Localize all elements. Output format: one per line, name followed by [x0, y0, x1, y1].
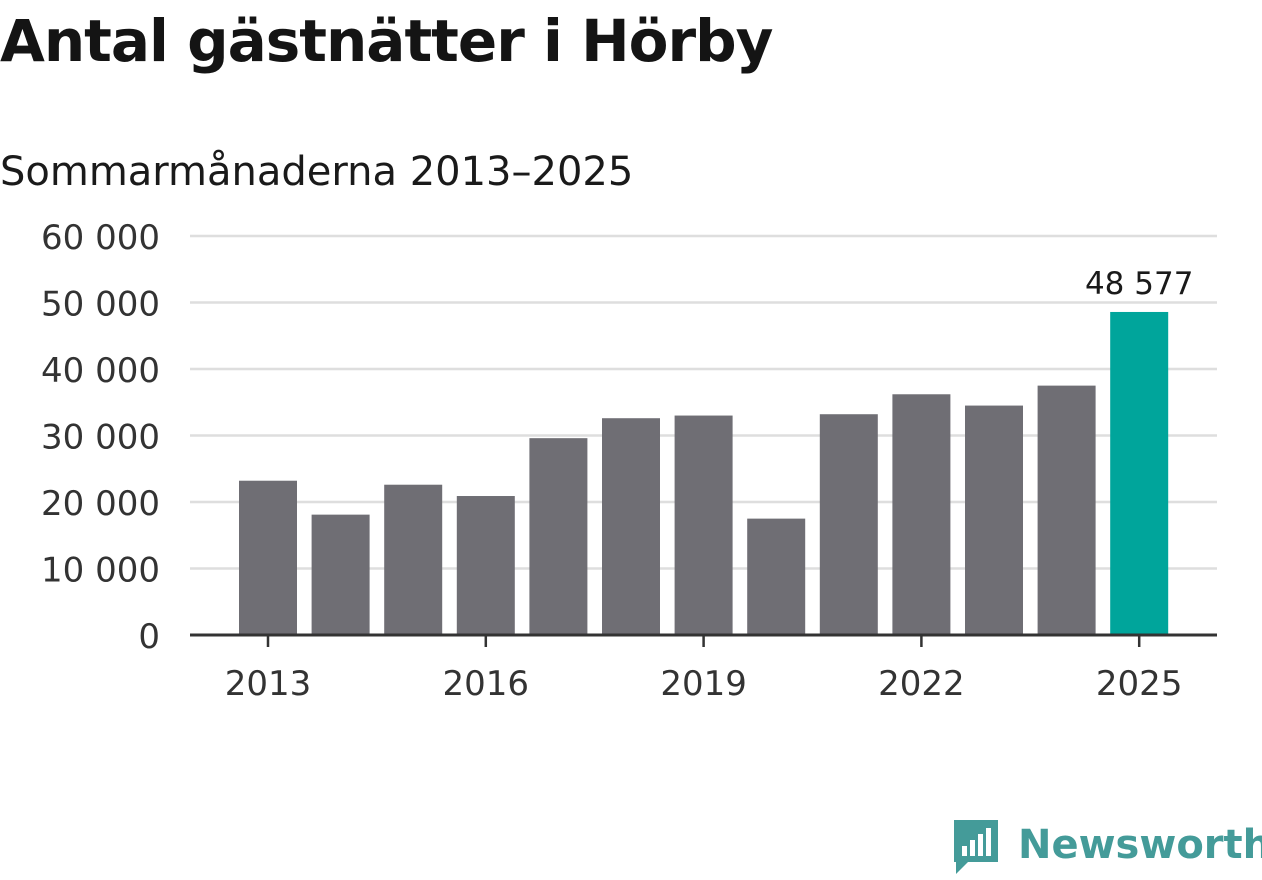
bar — [239, 480, 297, 635]
bar — [965, 405, 1023, 635]
value-labels: 48 577 — [1085, 266, 1193, 302]
y-tick-label: 30 000 — [41, 418, 160, 458]
y-tick-label: 10 000 — [41, 551, 160, 591]
x-tick-label: 2022 — [878, 664, 965, 704]
x-axis — [190, 633, 1217, 647]
x-axis-tick-labels: 2013 2016 2019 2022 2025 — [225, 664, 1183, 704]
chart-title: Antal gästnätter i Hörby — [0, 7, 773, 75]
newsworthy-logo-text: Newsworthy — [1018, 822, 1262, 868]
newsworthy-logo: Newsworthy — [950, 818, 1262, 878]
newsworthy-logo-icon — [954, 820, 998, 874]
bar — [529, 438, 588, 635]
chart-subtitle: Sommarmånaderna 2013–2025 — [0, 149, 634, 195]
y-tick-label: 40 000 — [41, 351, 160, 391]
x-tick-label: 2025 — [1096, 664, 1183, 704]
bar — [311, 514, 370, 635]
bar — [674, 415, 733, 635]
x-tick-label: 2019 — [660, 664, 747, 704]
bar — [1110, 311, 1169, 635]
x-tick-label: 2016 — [443, 664, 530, 704]
bar — [384, 484, 443, 635]
y-axis-tick-labels: 0 10 000 20 000 30 000 40 000 50 000 60 000 — [41, 218, 160, 657]
y-tick-label: 60 000 — [41, 218, 160, 258]
y-tick-label: 20 000 — [41, 484, 160, 524]
x-tick-label: 2013 — [225, 664, 312, 704]
bar — [819, 414, 878, 635]
bar — [1037, 385, 1096, 635]
y-tick-label: 0 — [138, 617, 160, 657]
y-tick-label: 50 000 — [41, 285, 160, 325]
bar — [602, 418, 660, 635]
value-label: 48 577 — [1085, 266, 1193, 302]
bar — [747, 518, 806, 635]
bar — [456, 496, 515, 635]
bar — [892, 394, 951, 635]
bars — [239, 311, 1169, 635]
